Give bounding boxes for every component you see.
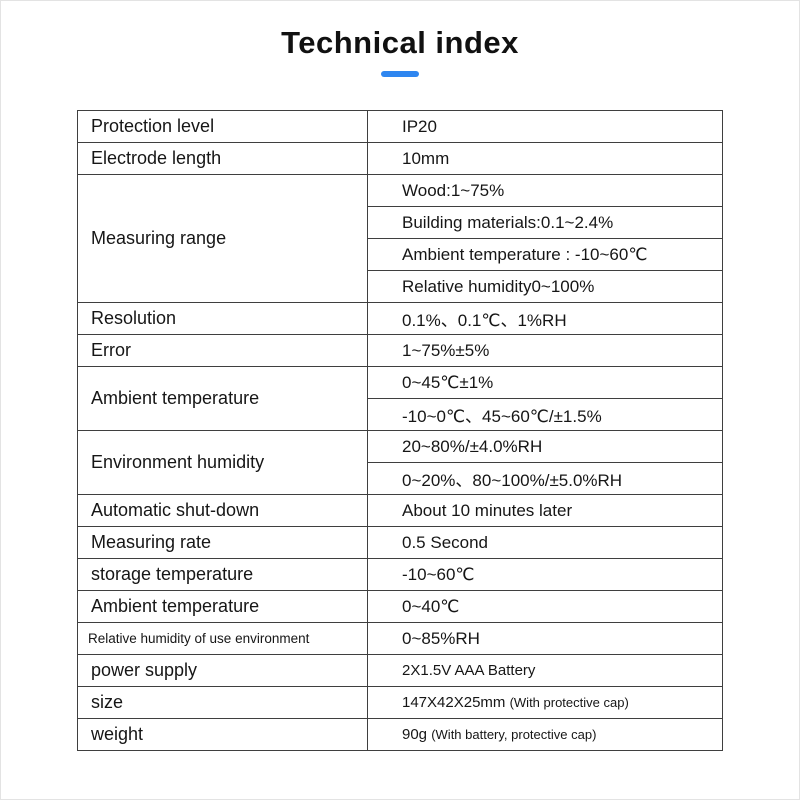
spec-label: Automatic shut-down	[77, 494, 368, 527]
table-row: Building materials:0.1~2.4%	[78, 206, 723, 239]
spec-label: size	[77, 686, 368, 719]
table-row: power supply 2X1.5V AAA Battery	[77, 654, 723, 687]
spec-value: -10~0℃、45~60℃/±1.5%	[367, 398, 723, 431]
table-row: Relative humidity of use environment 0~8…	[77, 622, 723, 655]
spec-value: 147X42X25mm (With protective cap)	[367, 686, 723, 719]
table-row: weight 90g (With battery, protective cap…	[77, 718, 723, 751]
table-row: size 147X42X25mm (With protective cap)	[77, 686, 723, 719]
spec-label: Relative humidity of use environment	[77, 622, 368, 655]
spec-value: 0.5 Second	[367, 526, 723, 559]
table-row: Ambient temperature 0~45℃±1%	[77, 366, 723, 431]
spec-label: Measuring range	[77, 174, 368, 303]
table-row: Ambient temperature 0~40℃	[77, 590, 723, 623]
spec-label: power supply	[77, 654, 368, 687]
spec-label: Measuring rate	[77, 526, 368, 559]
table-row: Measuring rate 0.5 Second	[77, 526, 723, 559]
spec-value: 1~75%±5%	[367, 334, 723, 367]
spec-value-main: 90g	[402, 726, 428, 743]
spec-value-note: (With battery, protective cap)	[431, 727, 597, 742]
table-row: Measuring range Wood:1~75%	[77, 174, 723, 303]
table-row: Protection level IP20	[77, 110, 723, 143]
spec-value-note: (With protective cap)	[509, 695, 629, 710]
spec-value: 2X1.5V AAA Battery	[367, 654, 723, 687]
table-row: Electrode length 10mm	[77, 142, 723, 175]
table-row: Automatic shut-down About 10 minutes lat…	[77, 494, 723, 527]
table-row: Environment humidity 20~80%/±4.0%RH	[77, 430, 723, 495]
spec-value: 90g (With battery, protective cap)	[367, 718, 723, 751]
table-row: 0~20%、80~100%/±5.0%RH	[78, 462, 723, 495]
table-row: Ambient temperature : -10~60℃	[78, 238, 723, 271]
spec-value: -10~60℃	[367, 558, 723, 591]
spec-table: Protection level IP20 Electrode length 1…	[77, 110, 723, 751]
spec-value: About 10 minutes later	[367, 494, 723, 527]
spec-label: storage temperature	[77, 558, 368, 591]
spec-label: Protection level	[77, 110, 368, 143]
spec-label: Ambient temperature	[77, 366, 368, 431]
spec-value: Building materials:0.1~2.4%	[367, 206, 723, 239]
spec-label: Resolution	[77, 302, 368, 335]
spec-value: Wood:1~75%	[367, 174, 723, 207]
spec-value: 20~80%/±4.0%RH	[367, 430, 723, 463]
spec-value: 0~85%RH	[367, 622, 723, 655]
spec-label: Environment humidity	[77, 430, 368, 495]
spec-label: Electrode length	[77, 142, 368, 175]
spec-value: 0~20%、80~100%/±5.0%RH	[367, 462, 723, 495]
spec-value: 10mm	[367, 142, 723, 175]
title-underline	[381, 71, 419, 77]
spec-value: IP20	[367, 110, 723, 143]
table-row: Resolution 0.1%、0.1℃、1%RH	[77, 302, 723, 335]
spec-value-main: 147X42X25mm	[402, 694, 506, 711]
table-row: -10~0℃、45~60℃/±1.5%	[78, 398, 723, 431]
table-row: storage temperature -10~60℃	[77, 558, 723, 591]
spec-value: 0.1%、0.1℃、1%RH	[367, 302, 723, 335]
spec-label: Error	[77, 334, 368, 367]
spec-label: weight	[77, 718, 368, 751]
spec-value: 0~45℃±1%	[367, 366, 723, 399]
spec-value: 0~40℃	[367, 590, 723, 623]
spec-label: Ambient temperature	[77, 590, 368, 623]
page-title: Technical index	[281, 25, 519, 60]
spec-value: Ambient temperature : -10~60℃	[367, 238, 723, 271]
table-row: Error 1~75%±5%	[77, 334, 723, 367]
spec-value: Relative humidity0~100%	[367, 270, 723, 303]
